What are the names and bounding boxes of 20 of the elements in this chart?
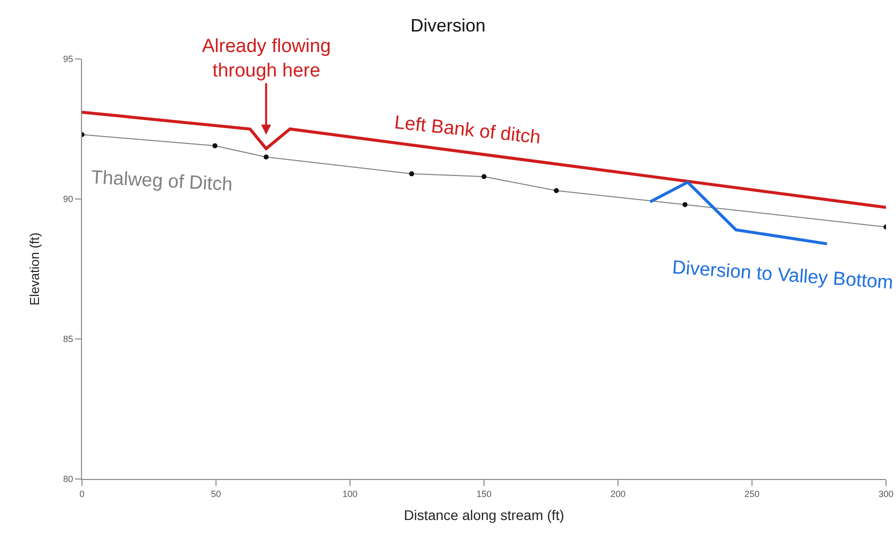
series-label: Thalweg of Ditch [90,167,233,196]
x-tick-label: 0 [79,488,85,499]
x-tick-label: 100 [342,488,358,499]
text: Left Bank of ditch [393,112,542,149]
annotation: Already flowing through here [202,36,331,82]
y-tick-label: 80 [63,474,74,484]
y-tick-label: 85 [63,334,74,344]
x-axis-title: Distance along stream (ft) [404,507,564,524]
x-tick-label: 300 [878,488,894,499]
x-tick-label: 200 [610,488,626,499]
x-tick-label: 250 [744,488,760,499]
x-tick-label: 50 [210,488,222,499]
y-tick-label: 90 [63,194,74,204]
chart-title: Diversion [410,16,486,36]
y-axis-title: Elevation (ft) [27,232,42,306]
line-series [648,180,829,246]
y-tick-label: 95 [63,54,74,64]
line-series [82,110,886,209]
text: Diversion to Valley Bottom [672,257,894,294]
x-tick-label: 150 [476,488,492,499]
